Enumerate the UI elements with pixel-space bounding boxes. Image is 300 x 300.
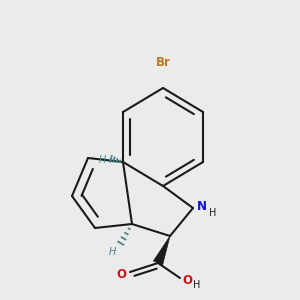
- Polygon shape: [153, 236, 170, 265]
- Text: H: H: [209, 208, 216, 218]
- Text: Br: Br: [156, 56, 170, 68]
- Text: O: O: [116, 268, 126, 281]
- Text: N: N: [197, 200, 207, 212]
- Text: H: H: [193, 280, 200, 290]
- Text: O: O: [182, 274, 192, 286]
- Text: H: H: [99, 155, 106, 165]
- Text: H: H: [109, 247, 116, 257]
